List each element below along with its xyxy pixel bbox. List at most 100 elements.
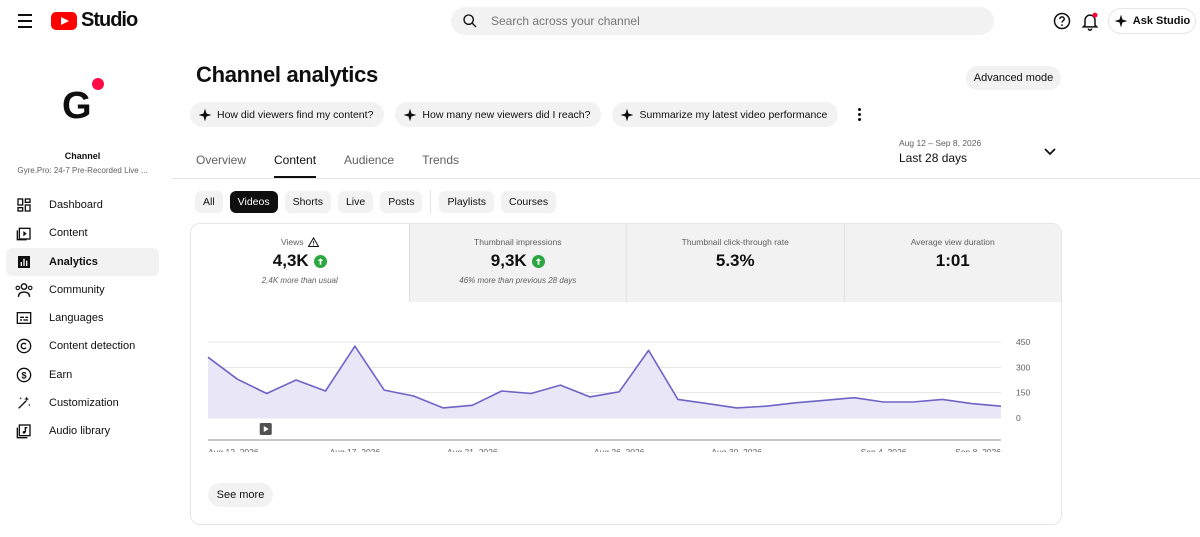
play-icon <box>263 426 269 432</box>
magic-wand-icon <box>15 394 33 412</box>
warning-icon[interactable] <box>307 237 319 247</box>
metric-label: Average view duration <box>910 237 995 247</box>
sidebar: G Channel Gyre.Pro: 24-7 Pre-Recorded Li… <box>0 42 170 537</box>
audio-library-icon <box>15 422 33 440</box>
languages-icon <box>15 309 33 327</box>
content-type-filters: All Videos Shorts Live Posts Playlists C… <box>195 190 557 214</box>
metric-value-row: 5.3% <box>627 251 844 271</box>
views-line <box>207 345 1002 409</box>
search-input[interactable] <box>491 14 971 28</box>
date-range-picker[interactable]: Aug 12 – Sep 8, 2026 Last 28 days <box>899 138 981 165</box>
metric-average-view-duration[interactable]: Average view duration 1:01 <box>843 224 1062 302</box>
ai-chip-label: How did viewers find my content? <box>217 108 374 121</box>
sidebar-item-languages[interactable]: Languages <box>6 304 159 332</box>
filter-playlists[interactable]: Playlists <box>439 191 494 213</box>
sidebar-item-label: Audio library <box>49 425 111 438</box>
sparkle-icon <box>1114 14 1128 28</box>
date-range-label: Last 28 days <box>899 151 968 165</box>
metric-value-row: 9,3K <box>410 251 627 271</box>
youtube-studio-logo[interactable]: Studio <box>51 9 138 32</box>
sidebar-item-earn[interactable]: $ Earn <box>6 361 159 389</box>
sidebar-item-label: Community <box>49 283 105 296</box>
notifications-bell-icon[interactable] <box>1080 11 1100 31</box>
arrow-up-icon <box>531 254 545 268</box>
sidebar-item-label: Content detection <box>49 340 136 353</box>
sidebar-item-audio-library[interactable]: Audio library <box>6 417 159 445</box>
metric-click-through-rate[interactable]: Thumbnail click-through rate 5.3% <box>626 224 844 302</box>
metric-value: 5.3% <box>715 251 755 270</box>
ai-chip-label: How many new viewers did I reach? <box>422 108 591 121</box>
filter-shorts[interactable]: Shorts <box>284 191 331 213</box>
metric-value: 1:01 <box>935 251 970 270</box>
sidebar-item-label: Customization <box>49 397 119 410</box>
see-more-button[interactable]: See more <box>208 483 273 507</box>
advanced-mode-button[interactable]: Advanced mode <box>966 66 1061 90</box>
analytics-tabs: Overview Content Audience Trends <box>196 153 487 178</box>
sidebar-item-analytics[interactable]: Analytics <box>6 247 159 276</box>
filter-all[interactable]: All <box>195 191 223 213</box>
help-icon[interactable] <box>1053 12 1071 30</box>
sidebar-item-label: Content <box>49 227 88 240</box>
sidebar-item-label: Analytics <box>49 255 98 268</box>
dashboard-icon <box>15 196 33 214</box>
x-tick-label: Aug 26, 2026 <box>594 447 645 452</box>
tab-content[interactable]: Content <box>274 153 317 178</box>
search-bar[interactable] <box>451 7 994 35</box>
ai-chip-find-content[interactable]: How did viewers find my content? <box>190 102 385 127</box>
metric-tabs: Views 4,3K 2,4K more than usual Thumbnai… <box>191 224 1061 302</box>
sidebar-item-label: Earn <box>49 368 73 381</box>
youtube-logo-icon <box>51 11 77 30</box>
ai-chip-summarize[interactable]: Summarize my latest video performance <box>612 102 839 127</box>
sidebar-item-dashboard[interactable]: Dashboard <box>6 191 159 219</box>
ai-chip-label: Summarize my latest video performance <box>639 108 828 121</box>
page-title: Channel analytics <box>196 62 378 87</box>
menu-icon[interactable] <box>14 10 36 32</box>
channel-name[interactable]: Gyre.Pro: 24-7 Pre-Recorded Live ... <box>17 166 148 175</box>
sidebar-item-community[interactable]: Community <box>6 276 159 304</box>
channel-avatar[interactable]: G <box>60 78 110 128</box>
sidebar-item-content-detection[interactable]: Content detection <box>6 332 159 360</box>
analytics-icon <box>15 253 33 271</box>
date-range-dates: Aug 12 – Sep 8, 2026 <box>899 138 982 148</box>
sparkle-icon <box>198 108 212 121</box>
tabs-divider <box>172 178 1200 179</box>
metric-value-row: 4,3K <box>191 251 409 271</box>
chevron-down-icon[interactable] <box>1043 146 1057 158</box>
filter-videos[interactable]: Videos <box>229 191 278 213</box>
metric-views[interactable]: Views 4,3K 2,4K more than usual <box>191 224 409 302</box>
sidebar-nav: Dashboard Content Analytics Community La… <box>6 191 159 446</box>
metric-thumbnail-impressions[interactable]: Thumbnail impressions 9,3K 46% more than… <box>408 224 627 302</box>
tab-overview[interactable]: Overview <box>196 153 247 167</box>
y-tick-label: 450 <box>1016 337 1030 347</box>
views-area <box>208 346 1001 418</box>
sidebar-item-content[interactable]: Content <box>6 219 159 247</box>
metric-label: Thumbnail impressions <box>474 237 562 247</box>
tab-audience[interactable]: Audience <box>344 153 395 167</box>
svg-text:$: $ <box>21 370 27 380</box>
metric-label: Views <box>280 237 304 247</box>
metric-value: 9,3K <box>490 251 527 270</box>
x-tick-label: Sep 4, 2026 <box>861 447 907 452</box>
metric-value: 4,3K <box>272 251 309 270</box>
sparkle-icon <box>403 108 417 121</box>
search-icon <box>463 14 477 28</box>
views-chart[interactable]: 0 150 300 450 Aug 12, 2026 Aug 17, 2026 Aug 21… <box>191 302 1062 452</box>
tab-trends[interactable]: Trends <box>422 153 459 167</box>
x-tick-label: Aug 17, 2026 <box>330 447 381 452</box>
x-tick-label: Sep 8, 2026 <box>955 447 1001 452</box>
sidebar-item-customization[interactable]: Customization <box>6 389 159 417</box>
metric-label: Thumbnail click-through rate <box>681 237 789 247</box>
metric-label-row: Views <box>191 237 409 247</box>
ask-studio-button[interactable]: Ask Studio <box>1108 8 1196 34</box>
x-tick-label: Aug 21, 2026 <box>447 447 498 452</box>
metric-value-row: 1:01 <box>845 251 1062 271</box>
more-options-icon[interactable] <box>851 105 867 125</box>
filter-divider <box>430 190 432 214</box>
filter-courses[interactable]: Courses <box>501 191 557 213</box>
y-tick-label: 0 <box>1016 413 1021 423</box>
svg-text:G: G <box>62 85 92 127</box>
content-icon <box>15 224 33 242</box>
filter-posts[interactable]: Posts <box>380 191 423 213</box>
filter-live[interactable]: Live <box>337 191 374 213</box>
ai-chip-new-viewers[interactable]: How many new viewers did I reach? <box>395 102 602 127</box>
